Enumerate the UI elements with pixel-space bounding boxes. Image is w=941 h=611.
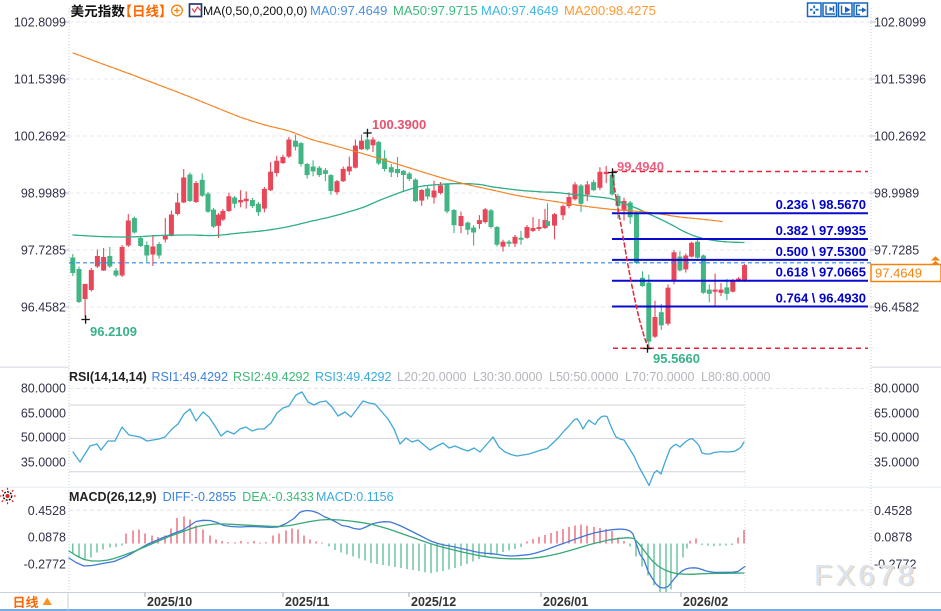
svg-text:RSI3:49.4292: RSI3:49.4292 xyxy=(315,370,391,384)
svg-text:MA50:97.9715: MA50:97.9715 xyxy=(393,3,478,18)
svg-text:102.8099: 102.8099 xyxy=(874,16,926,30)
svg-text:0.0878: 0.0878 xyxy=(874,531,912,545)
svg-text:2026/01: 2026/01 xyxy=(543,595,588,609)
svg-text:-0.2772: -0.2772 xyxy=(24,558,66,572)
svg-text:96.4582: 96.4582 xyxy=(874,301,919,315)
svg-text:65.0000: 65.0000 xyxy=(21,407,66,421)
svg-text:RSI(14,14,14): RSI(14,14,14) xyxy=(69,370,147,384)
svg-text:L80:80.0000: L80:80.0000 xyxy=(701,370,771,384)
svg-text:102.8099: 102.8099 xyxy=(14,16,66,30)
svg-text:MA0:97.4649: MA0:97.4649 xyxy=(310,3,387,18)
svg-text:96.2109: 96.2109 xyxy=(90,324,137,339)
svg-text:L70:70.0000: L70:70.0000 xyxy=(625,370,695,384)
svg-text:RSI2:49.4292: RSI2:49.4292 xyxy=(233,370,309,384)
svg-text:0.618 \ 97.0665: 0.618 \ 97.0665 xyxy=(776,265,866,280)
svg-text:97.7285: 97.7285 xyxy=(21,244,66,258)
svg-text:97.4649: 97.4649 xyxy=(875,266,922,281)
svg-text:0.4528: 0.4528 xyxy=(28,504,66,518)
svg-text:97.7285: 97.7285 xyxy=(874,244,919,258)
svg-text:100.2692: 100.2692 xyxy=(874,130,926,144)
svg-text:0.236 \ 98.5670: 0.236 \ 98.5670 xyxy=(776,197,866,212)
svg-text:2025/12: 2025/12 xyxy=(411,595,456,609)
svg-text:2025/11: 2025/11 xyxy=(285,595,330,609)
svg-text:MA(0,50,0,200,0,0): MA(0,50,0,200,0,0) xyxy=(203,4,307,18)
svg-text:50.0000: 50.0000 xyxy=(874,431,919,445)
svg-text:MACD:0.1156: MACD:0.1156 xyxy=(316,490,394,504)
svg-text:FX678: FX678 xyxy=(814,560,917,592)
svg-text:-0.2772: -0.2772 xyxy=(874,558,916,572)
svg-text:0.500 \ 97.5300: 0.500 \ 97.5300 xyxy=(776,244,866,259)
svg-text:35.0000: 35.0000 xyxy=(874,456,919,470)
svg-text:101.5396: 101.5396 xyxy=(874,73,926,87)
svg-text:98.9989: 98.9989 xyxy=(21,187,66,201)
svg-text:L50:50.0000: L50:50.0000 xyxy=(549,370,619,384)
svg-text:50.0000: 50.0000 xyxy=(21,431,66,445)
svg-text:MA200:98.4275: MA200:98.4275 xyxy=(564,3,656,18)
svg-text:98.9989: 98.9989 xyxy=(874,187,919,201)
svg-text:80.0000: 80.0000 xyxy=(21,382,66,396)
svg-text:35.0000: 35.0000 xyxy=(21,456,66,470)
svg-text:MACD(26,12,9): MACD(26,12,9) xyxy=(69,490,157,504)
svg-text:0.764 \ 96.4930: 0.764 \ 96.4930 xyxy=(776,291,866,306)
svg-text:0.4528: 0.4528 xyxy=(874,504,912,518)
svg-text:DEA:-0.3433: DEA:-0.3433 xyxy=(242,490,314,504)
svg-text:0.382 \ 97.9935: 0.382 \ 97.9935 xyxy=(776,223,866,238)
svg-text:100.3900: 100.3900 xyxy=(372,117,426,132)
svg-text:DIFF:-0.2855: DIFF:-0.2855 xyxy=(163,490,237,504)
svg-text:0.0878: 0.0878 xyxy=(28,531,66,545)
svg-text:L20:20.0000: L20:20.0000 xyxy=(397,370,467,384)
svg-text:RSI1:49.4292: RSI1:49.4292 xyxy=(152,370,228,384)
svg-text:96.4582: 96.4582 xyxy=(21,301,66,315)
svg-text:MA0:97.4649: MA0:97.4649 xyxy=(481,3,558,18)
svg-text:101.5396: 101.5396 xyxy=(14,73,66,87)
svg-text:L30:30.0000: L30:30.0000 xyxy=(473,370,543,384)
svg-text:65.0000: 65.0000 xyxy=(874,407,919,421)
svg-text:95.5660: 95.5660 xyxy=(653,351,700,366)
svg-text:FX678: FX678 xyxy=(816,561,919,593)
svg-text:2026/02: 2026/02 xyxy=(683,595,728,609)
svg-text:100.2692: 100.2692 xyxy=(14,130,66,144)
svg-text:80.0000: 80.0000 xyxy=(874,382,919,396)
svg-text:99.4940: 99.4940 xyxy=(617,159,664,174)
svg-text:2025/10: 2025/10 xyxy=(147,595,192,609)
